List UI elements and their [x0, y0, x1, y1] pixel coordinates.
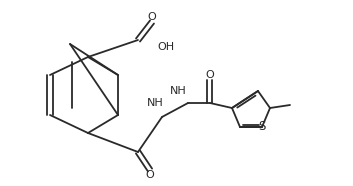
- Text: NH: NH: [146, 98, 163, 108]
- Text: OH: OH: [157, 42, 174, 52]
- Text: NH: NH: [170, 86, 186, 96]
- Text: O: O: [146, 170, 154, 180]
- Text: S: S: [258, 121, 266, 134]
- Text: O: O: [206, 70, 214, 80]
- Text: O: O: [148, 12, 156, 22]
